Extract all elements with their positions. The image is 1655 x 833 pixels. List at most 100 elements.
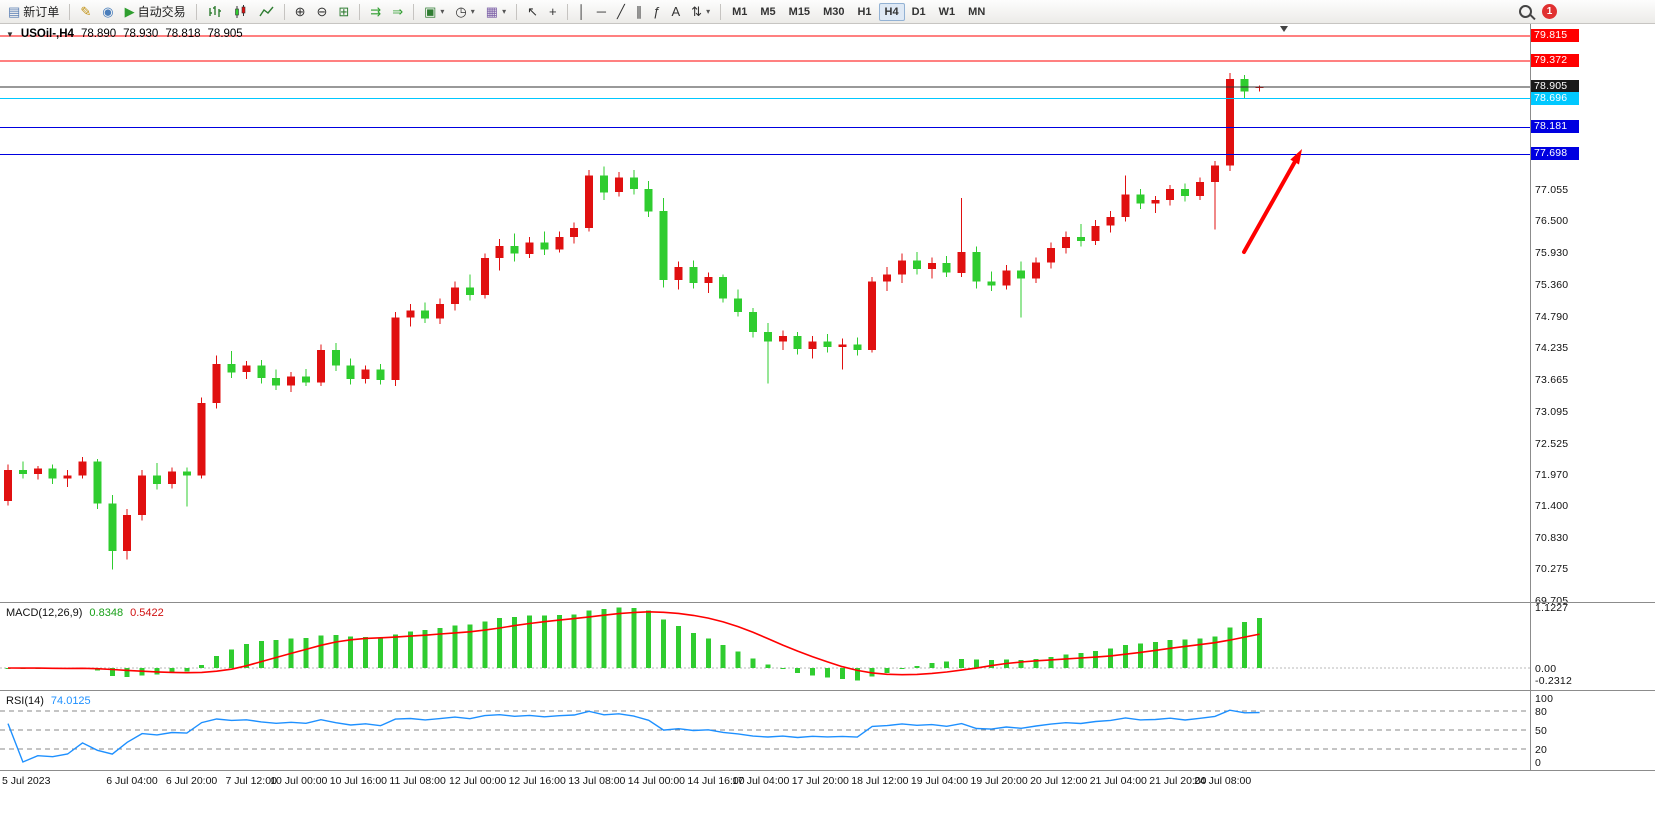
timeframe-button-m15[interactable]: M15	[788, 5, 811, 18]
trend-arrow[interactable]	[1242, 149, 1302, 254]
dropdown-caret-icon[interactable]: ▾	[502, 7, 507, 16]
rsi-line	[7, 709, 1260, 763]
horizontal-line-icon: ─	[596, 4, 606, 19]
time-axis-label: 17 Jul 04:00	[732, 775, 790, 787]
time-axis-label: 18 Jul 12:00	[851, 775, 909, 787]
timeframe-button-h1[interactable]: H1	[857, 5, 872, 18]
toolbar-separator	[720, 3, 722, 20]
rsi-value: 74.0125	[50, 695, 91, 707]
price-line-tag: 79.372	[1531, 53, 1579, 67]
candlestick-chart-button[interactable]	[228, 1, 253, 23]
template-button[interactable]: ▦ ▾	[481, 1, 511, 23]
rsi-scale-label: 20	[1535, 744, 1548, 757]
autotrading-button-label: 自动交易	[137, 5, 186, 19]
crosshair-icon: +	[549, 4, 557, 19]
timeframe-button-w1[interactable]: W1	[938, 5, 956, 18]
chart-title: ▼ USOil-,H4 78.890 78.930 78.818 78.905	[6, 28, 243, 40]
time-axis[interactable]: 5 Jul 2023 6 Jul 04:00 6 Jul 20:00 7 Jul 12…	[0, 771, 1530, 793]
toolbar-right-group: 1	[1519, 4, 1557, 19]
time-axis-label: 7 Jul 12:00	[225, 775, 277, 787]
timeframe-button-m30[interactable]: M30	[823, 5, 845, 18]
zoom-in-button[interactable]: ⊕	[290, 1, 311, 23]
toolbar: ▤ 新订单 ✎ ◉ ▶ 自动交易 ⊕ ⊖ ⊞ ⇉ ⇒ ▣ ▾ ◷ ▾ ▦ ▾ ↖ + │ ─ ╱ ∥ ƒ A ⇅ ▾ M1 M5 M15 M…	[0, 0, 1655, 24]
text-icon: A	[671, 4, 681, 19]
chart-shift-button[interactable]: ⇒	[387, 1, 408, 23]
line-chart-icon	[258, 4, 274, 19]
crosshair-button[interactable]: +	[544, 1, 562, 23]
time-axis-label: 21 Jul 04:00	[1089, 775, 1147, 787]
cursor-icon: ↖	[527, 4, 538, 19]
vertical-line-button[interactable]: │	[573, 1, 591, 23]
panel-separator[interactable]	[0, 602, 1655, 603]
time-axis-label: 21 Jul 20:00	[1149, 775, 1207, 787]
candlestick-chart-icon	[233, 4, 248, 19]
price-axis-label: 77.055	[1535, 184, 1569, 197]
panel-separator[interactable]	[0, 690, 1655, 691]
text-button[interactable]: A	[667, 1, 686, 23]
zoom-out-button[interactable]: ⊖	[311, 1, 332, 23]
arrows-icon: ⇅	[691, 4, 703, 19]
new-chart-button[interactable]: ▣ ▾	[419, 1, 449, 23]
price-axis[interactable]: 77.055 76.500 75.930 75.360 74.790 74.235 73.6…	[1531, 24, 1655, 771]
fibonacci-button[interactable]: ƒ	[648, 1, 665, 23]
auto-scroll-button[interactable]: ⇉	[365, 1, 386, 23]
macd-scale-label: 0.00	[1535, 663, 1557, 675]
time-axis-label: 10 Jul 16:00	[329, 775, 388, 787]
price-axis-label: 71.400	[1535, 500, 1569, 513]
time-axis-label: 10 Jul 00:00	[270, 775, 328, 787]
chart-shift-marker[interactable]	[1280, 26, 1288, 32]
timeframe-button-d1[interactable]: D1	[911, 5, 926, 18]
horizontal-lines[interactable]	[0, 35, 1530, 155]
channel-button[interactable]: ∥	[631, 1, 648, 23]
macd-panel-canvas[interactable]	[0, 604, 1530, 690]
price-axis-label: 76.500	[1535, 215, 1569, 228]
time-axis-label: 19 Jul 20:00	[970, 775, 1028, 787]
ohlc-close: 78.905	[207, 28, 243, 40]
toolbar-separator	[413, 3, 415, 20]
tile-windows-button[interactable]: ⊞	[333, 1, 354, 23]
line-chart-button[interactable]	[254, 1, 279, 23]
period-icon: ◷	[455, 4, 467, 19]
ohlc-high: 78.930	[123, 28, 159, 40]
dropdown-caret-icon[interactable]: ▾	[706, 7, 711, 16]
metaeditor-button[interactable]: ✎	[75, 1, 96, 23]
timeframe-button-h4[interactable]: H4	[878, 2, 905, 21]
time-axis-label: 14 Jul 16:00	[687, 775, 745, 787]
timeframe-button-mn[interactable]: MN	[968, 5, 986, 18]
cursor-button[interactable]: ↖	[522, 1, 543, 23]
price-axis-separator[interactable]	[1530, 24, 1531, 771]
auto-scroll-icon: ⇉	[370, 4, 382, 19]
autotrading-button[interactable]: ▶ 自动交易	[120, 1, 191, 23]
trendline-button[interactable]: ╱	[612, 1, 630, 23]
notification-badge[interactable]: 1	[1542, 4, 1557, 19]
mql5-community-button[interactable]: ◉	[97, 1, 118, 23]
one-click-trading-arrow[interactable]: ▼	[6, 29, 14, 39]
channel-icon: ∥	[635, 4, 643, 19]
price-line-tag: 79.815	[1531, 29, 1579, 42]
rsi-panel-canvas[interactable]	[0, 692, 1530, 770]
time-axis-label: 24 Jul 08:00	[1194, 775, 1252, 787]
horizontal-line-button[interactable]: ─	[592, 1, 611, 23]
zoom-in-icon: ⊕	[294, 4, 306, 19]
tile-windows-icon: ⊞	[338, 4, 350, 19]
main-chart-canvas[interactable]	[0, 24, 1530, 602]
bar-chart-button[interactable]	[202, 1, 227, 23]
search-icon[interactable]	[1519, 5, 1532, 18]
period-button[interactable]: ◷ ▾	[450, 1, 479, 23]
arrows-button[interactable]: ⇅ ▾	[686, 1, 715, 23]
timeframe-button-m1[interactable]: M1	[732, 5, 748, 18]
toolbar-separator	[283, 3, 285, 20]
timeframe-button-m5[interactable]: M5	[760, 5, 776, 18]
toolbar-separator	[566, 3, 568, 20]
price-line-tag: 77.698	[1531, 147, 1579, 161]
dropdown-caret-icon[interactable]: ▾	[470, 7, 475, 16]
new-order-button[interactable]: ▤ 新订单	[3, 1, 64, 23]
mql5-community-icon: ◉	[102, 4, 114, 19]
panel-separator[interactable]	[0, 770, 1655, 771]
trendline-icon: ╱	[616, 4, 625, 19]
time-axis-label: 12 Jul 00:00	[449, 775, 507, 787]
toolbar-separator	[195, 3, 197, 20]
autotrading-icon: ▶	[124, 4, 135, 19]
dropdown-caret-icon[interactable]: ▾	[440, 7, 445, 16]
